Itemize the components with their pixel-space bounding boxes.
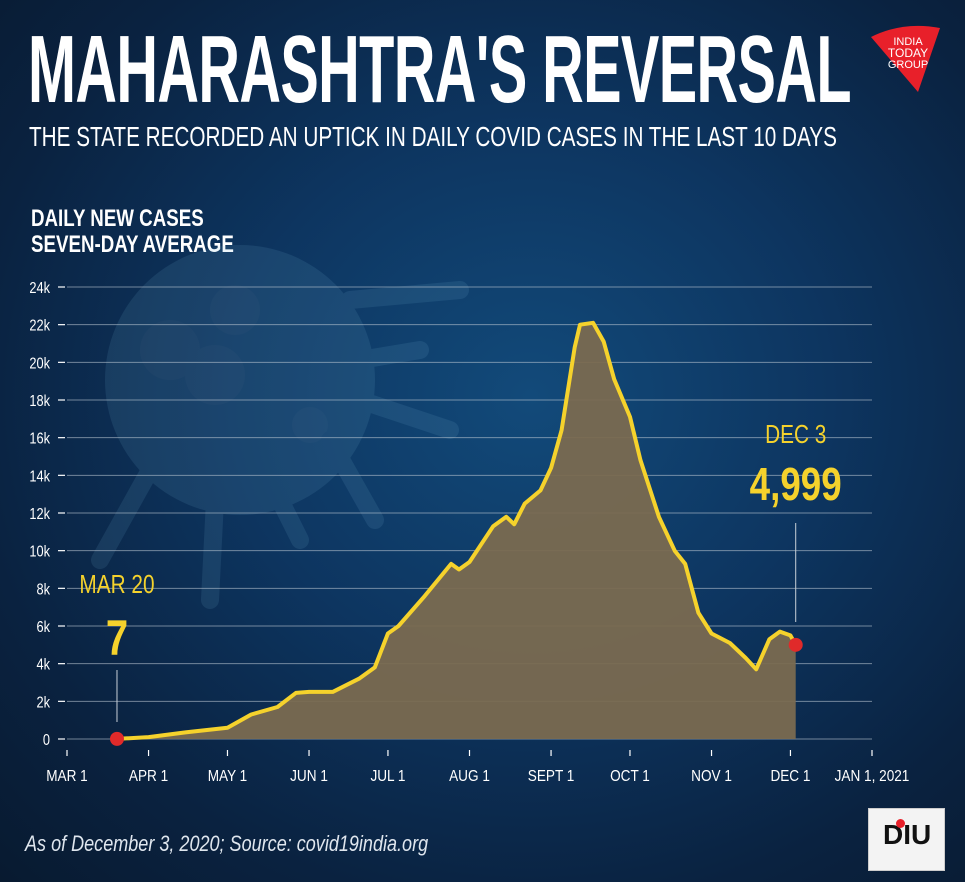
x-tick-label: MAY 1 [208,768,248,785]
diu-logo: DIU [868,808,945,871]
y-tick-label: 14k [29,468,50,486]
y-tick-label: 2k [36,694,50,712]
callout-date: MAR 20 [79,570,154,599]
virus-background-image [91,245,469,609]
callout-value: 4,999 [750,458,842,510]
svg-text:TODAY: TODAY [888,46,928,60]
india-today-group-logo: INDIA TODAY GROUP [871,25,940,92]
x-tick-label: MAR 1 [46,768,88,785]
x-tick-label: JAN 1, 2021 [835,768,910,785]
y-tick-label: 12k [29,506,50,524]
y-tick-label: 4k [36,656,50,674]
x-tick-label: JUN 1 [290,768,328,785]
page-title: MAHARASHTRA'S REVERSAL [28,16,852,123]
y-tick-label: 10k [29,543,50,561]
data-point-marker [788,637,803,652]
x-tick-label: JUL 1 [370,768,405,785]
diu-logo-text: DIU [883,819,932,850]
y-tick-label: 16k [29,430,50,448]
y-tick-label: 6k [36,619,50,637]
data-point-marker [109,731,124,746]
series-line [116,320,798,741]
area-fill [116,322,796,739]
x-tick-label: OCT 1 [610,768,650,785]
y-tick-label: 8k [36,581,50,599]
y-axis-label-line1: DAILY NEW CASES [31,205,204,232]
x-tick-label: DEC 1 [770,768,810,785]
y-tick-label: 22k [29,317,50,335]
y-tick-label: 18k [29,393,50,411]
x-tick-label: APR 1 [129,768,168,785]
svg-text:GROUP: GROUP [888,59,928,71]
diu-logo-dot [896,819,905,828]
svg-text:INDIA: INDIA [893,36,923,48]
x-tick-label: AUG 1 [449,768,490,785]
y-tick-label: 0 [43,732,50,750]
page-subtitle: THE STATE RECORDED AN UPTICK IN DAILY CO… [29,121,837,152]
y-tick-label: 20k [29,355,50,373]
x-tick-label: NOV 1 [691,768,732,785]
source-note: As of December 3, 2020; Source: covid19i… [25,831,429,856]
x-tick-label: SEPT 1 [528,768,575,785]
callout-value: 7 [106,610,128,666]
y-tick-label: 24k [29,280,50,298]
y-axis-label-line2: SEVEN-DAY AVERAGE [31,231,234,258]
callout-date: DEC 3 [765,420,826,449]
